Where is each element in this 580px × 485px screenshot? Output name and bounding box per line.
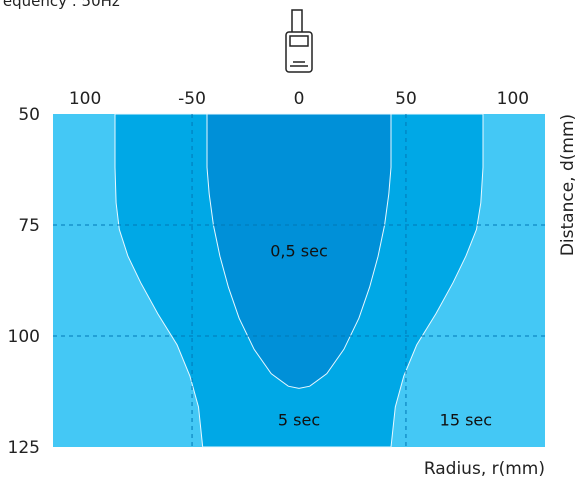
region-label: 0,5 sec [270,242,328,261]
grid [53,114,545,447]
region-label: 15 sec [440,410,492,429]
x-tick-label: 50 [395,89,417,109]
sensor-icon [285,9,313,73]
x-tick-label: 0 [294,89,305,109]
y-tick-label: 75 [18,216,40,236]
region-0-5-sec [206,113,392,389]
x-tick-label: -50 [178,89,206,109]
y-tick-label: 125 [8,438,40,458]
y-axis-label: Distance, d(mm) [558,114,578,256]
y-ticks: 50 75 100 125 [8,105,40,458]
region-labels: 15 sec 5 sec 0,5 sec [270,242,492,430]
y-tick-label: 100 [8,327,40,347]
plot-area [53,113,545,448]
x-tick-label: 100 [497,89,529,109]
y-tick-label: 50 [18,105,40,125]
region-label: 5 sec [278,410,320,429]
x-ticks: 100 -50 0 50 100 [69,89,529,109]
frequency-caption: requency : 50Hz [0,0,120,10]
x-tick-label: 100 [69,89,101,109]
x-axis-label: Radius, r(mm) [424,459,545,479]
